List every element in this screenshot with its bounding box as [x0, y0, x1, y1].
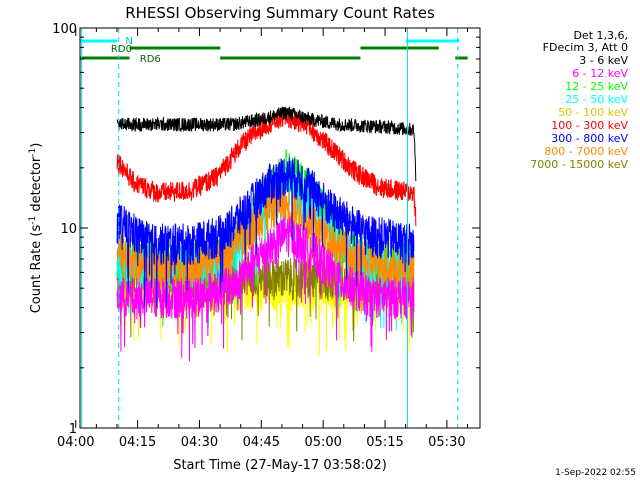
legend-entry: 7000 - 15000 keV	[530, 158, 628, 171]
legend-header-line1: Det 1,3,6,	[573, 29, 628, 42]
series-layer	[116, 106, 417, 362]
legend-entry: 3 - 6 keV	[579, 54, 628, 67]
legend-entry: 6 - 12 keV	[572, 67, 628, 80]
series-line	[116, 106, 417, 182]
y-label-main: Count Rate (s	[29, 225, 44, 314]
legend-entry: 800 - 7000 keV	[544, 145, 628, 158]
x-tick-label: 04:00	[57, 435, 94, 450]
status-bar-label: RD6	[140, 54, 161, 65]
legend-entry: 100 - 300 keV	[551, 119, 628, 132]
x-tick-label: 04:30	[181, 435, 218, 450]
x-tick-label: 05:30	[428, 435, 465, 450]
status-bar-label: RD0	[111, 44, 132, 55]
legend-header-line2: FDecim 3, Att 0	[543, 41, 628, 54]
y-label-end: )	[29, 143, 44, 148]
status-bar-label: N	[125, 36, 132, 47]
legend-entry: 25 - 50 keV	[565, 93, 628, 106]
y-tick-label: 1	[69, 422, 77, 437]
y-label-mid: detector	[29, 156, 44, 216]
x-tick-label: 04:15	[119, 435, 156, 450]
y-axis-label: Count Rate (s-1 detector-1)	[28, 143, 44, 314]
y-label-sup2: -1	[28, 148, 38, 157]
x-tick-label: 05:15	[366, 435, 403, 450]
axes: 04:00 04:15 04:30 04:45 05:00 05:15 05:30 1 10 10…	[52, 22, 480, 450]
y-tick-label: 100	[52, 22, 77, 37]
y-label-sup1: -1	[28, 216, 38, 225]
series-line	[116, 157, 415, 308]
legend-entry: 50 - 100 keV	[558, 106, 628, 119]
legend-entry: 300 - 800 keV	[551, 132, 628, 145]
footer-timestamp: 1-Sep-2022 02:55	[555, 468, 636, 478]
y-tick-label: 10	[60, 222, 77, 237]
x-axis-label: Start Time (27-May-17 03:58:02)	[173, 458, 387, 473]
series-line	[116, 107, 417, 227]
chart-title: RHESSI Observing Summary Count Rates	[125, 4, 435, 22]
x-tick-label: 04:45	[243, 435, 280, 450]
legend-entry: 12 - 25 keV	[565, 80, 628, 93]
x-tick-label: 05:00	[304, 435, 341, 450]
